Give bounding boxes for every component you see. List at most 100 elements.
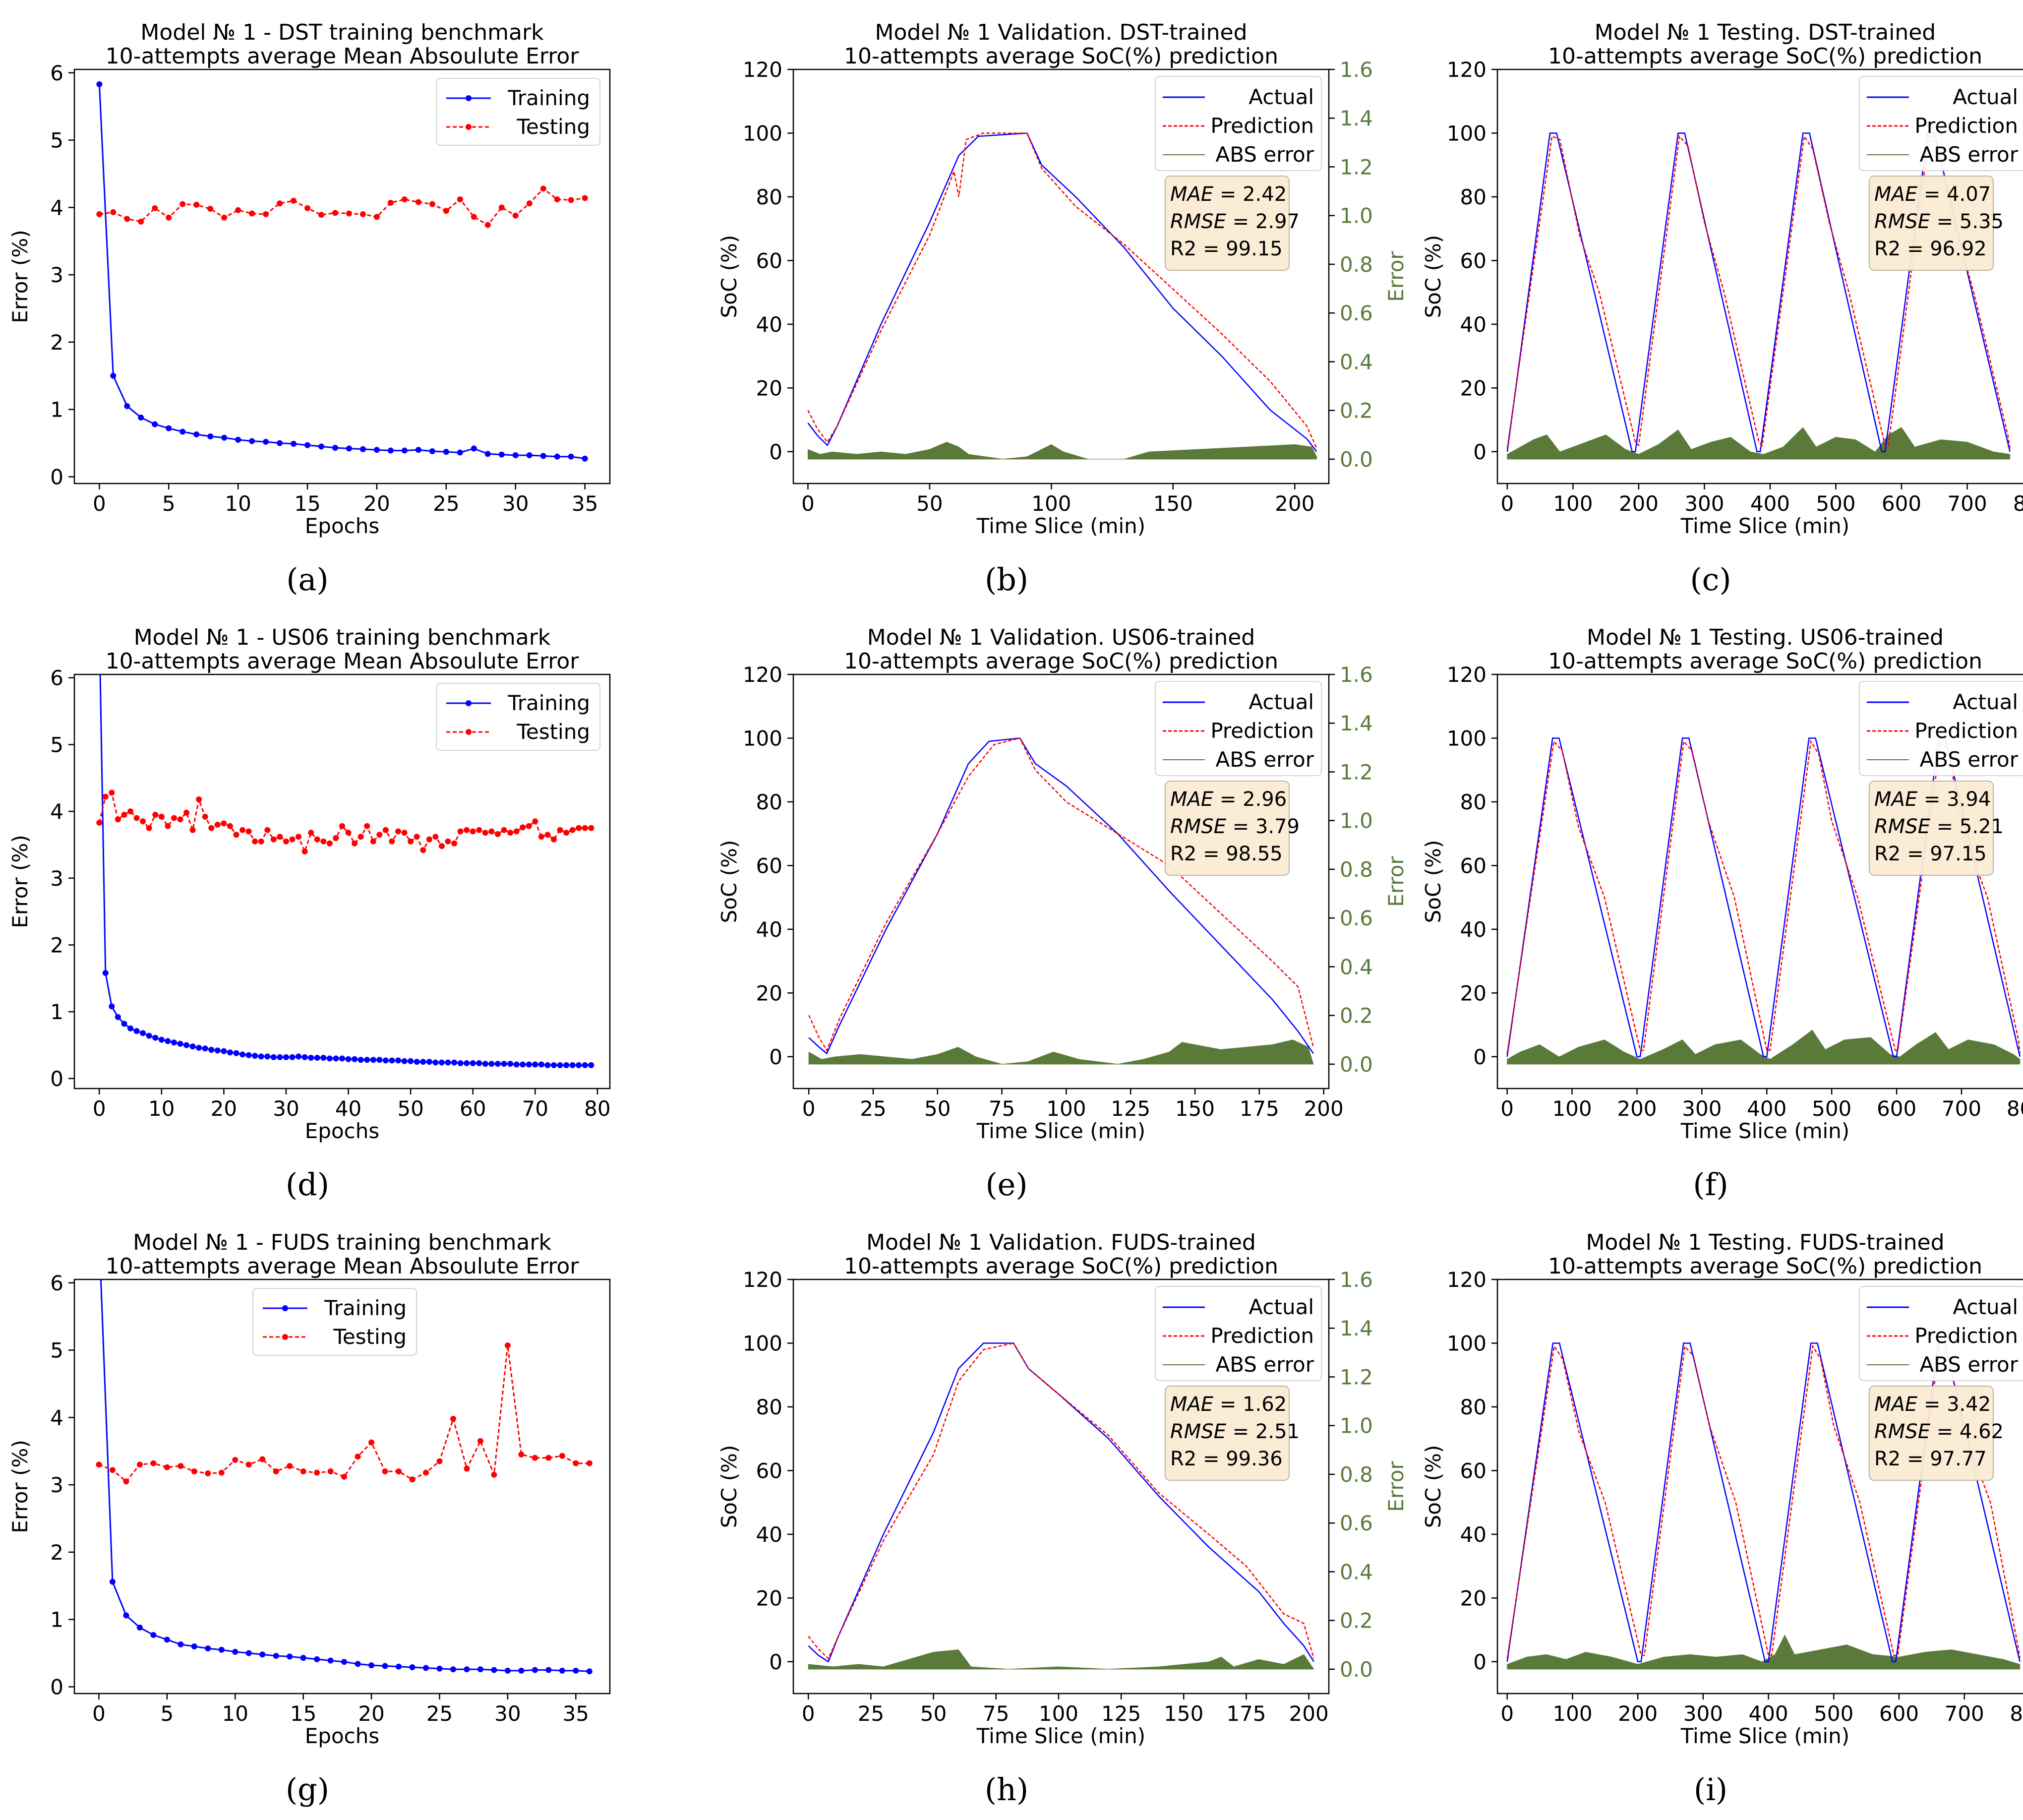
x-axis-label: Time Slice (min)	[1680, 1724, 1849, 1748]
y-tick-label: 40	[756, 917, 782, 942]
axes-frame	[73, 673, 611, 1090]
y2-tick-label: 1.6	[1340, 663, 1373, 687]
y-axis-label: SoC (%)	[717, 1445, 741, 1528]
metrics-background	[1869, 1386, 1994, 1481]
y2-tick-label: 1.2	[1340, 760, 1373, 784]
metric-value: 97.77	[1930, 1448, 1987, 1470]
metric-value: 97.15	[1930, 843, 1987, 865]
y-tick-label: 80	[756, 185, 782, 209]
data-point-training	[370, 1057, 376, 1063]
chart-title: Model № 1 - US06 training benchmark	[134, 625, 551, 650]
legend-box	[1155, 1286, 1322, 1381]
data-point-training	[345, 1056, 352, 1062]
data-point-training	[426, 1059, 432, 1065]
data-point-training	[457, 449, 463, 456]
legend-box	[1859, 1286, 2023, 1381]
y-tick-label: 40	[1460, 312, 1487, 337]
data-point-training	[245, 1650, 252, 1656]
data-point-training	[464, 1060, 470, 1066]
x-tick-label: 500	[1812, 1096, 1851, 1121]
chart-subtitle: 10-attempts average SoC(%) prediction	[1548, 1254, 1982, 1279]
data-point-training	[408, 1058, 414, 1064]
data-point-testing	[227, 823, 233, 829]
data-point-training	[477, 1666, 483, 1673]
metric-key: MAE	[1874, 788, 1918, 811]
data-point-training	[150, 1632, 157, 1638]
series-group	[808, 1342, 1314, 1670]
data-point-training	[494, 1061, 501, 1067]
x-tick-label: 20	[363, 491, 390, 516]
data-point-testing	[373, 214, 380, 220]
data-point-training	[526, 452, 533, 458]
data-point-training	[409, 1664, 416, 1671]
data-point-training	[382, 1057, 389, 1064]
data-point-testing	[183, 809, 190, 816]
x-tick-label: 50	[924, 1096, 951, 1121]
data-point-training	[304, 442, 311, 448]
data-point-training	[115, 1014, 121, 1020]
y-tick-label: 2	[50, 1540, 63, 1565]
x-tick-label: 150	[1175, 1096, 1215, 1121]
metric-key: RMSE	[1170, 815, 1227, 838]
data-point-testing	[346, 210, 352, 217]
data-point-training	[152, 421, 158, 427]
x-tick-label: 0	[92, 1701, 106, 1726]
data-point-testing	[464, 1465, 470, 1472]
y-tick-label: 60	[1460, 248, 1487, 273]
panel-label: (c)	[1690, 561, 1731, 598]
data-point-training	[576, 1062, 582, 1068]
data-point-testing	[239, 827, 246, 833]
data-point-testing	[559, 1453, 565, 1459]
metric-value: 3.94	[1947, 788, 1991, 811]
data-point-testing	[368, 1439, 375, 1446]
data-point-testing	[259, 1456, 266, 1462]
y-tick-label: 0	[769, 440, 782, 464]
data-point-testing	[171, 815, 177, 821]
metric-r2: R2 = 97.15	[1874, 843, 1987, 865]
data-point-testing	[387, 199, 394, 206]
metric-value: 4.62	[1960, 1420, 2004, 1443]
data-point-training	[512, 452, 519, 458]
y-tick-label: 40	[1460, 917, 1487, 942]
data-point-testing	[263, 211, 269, 217]
y2-tick-label: 1.4	[1340, 1316, 1373, 1340]
data-point-testing	[544, 832, 551, 838]
metric-value: 2.42	[1243, 183, 1287, 206]
data-point-testing	[318, 212, 325, 218]
x-tick-label: 100	[1552, 1701, 1592, 1726]
y-tick-label: 60	[756, 853, 782, 878]
data-point-training	[136, 1624, 143, 1631]
data-point-testing	[208, 825, 215, 831]
data-point-training	[232, 1648, 238, 1655]
y-tick-label: 80	[756, 1395, 782, 1419]
metric-value: 2.96	[1243, 788, 1287, 811]
metric-value: 3.42	[1947, 1393, 1991, 1416]
plot-area: 0 10 20 30 40 50 60 70 80 0 1 2 3 4 5 6 Training Testing	[50, 666, 611, 1121]
x-tick-label: 200	[1617, 1096, 1657, 1121]
series-actual-line	[1506, 1342, 2021, 1663]
series-testing-line	[99, 187, 585, 226]
data-point-training	[415, 447, 421, 453]
data-point-training	[277, 440, 283, 446]
legend-box	[1155, 76, 1322, 171]
data-point-training	[158, 1036, 165, 1043]
series-group	[808, 737, 1314, 1065]
data-point-training	[109, 1003, 115, 1010]
y-tick-label: 2	[50, 330, 63, 355]
data-point-testing	[576, 825, 582, 831]
data-point-training	[387, 447, 394, 454]
metrics-background	[1165, 1386, 1290, 1481]
data-point-testing	[140, 818, 146, 825]
data-point-testing	[301, 848, 308, 854]
y-tick-label: 3	[50, 263, 63, 287]
y-tick-label: 1	[50, 398, 63, 422]
data-point-testing	[327, 1468, 334, 1474]
x-tick-label: 800	[2010, 1701, 2023, 1726]
data-point-testing	[304, 205, 311, 211]
data-point-training	[432, 1059, 439, 1066]
x-tick-label: 400	[1747, 1096, 1786, 1121]
x-tick-label: 20	[211, 1096, 237, 1121]
data-point-testing	[504, 1342, 511, 1349]
data-point-training	[554, 453, 560, 460]
data-point-training	[320, 1055, 327, 1061]
